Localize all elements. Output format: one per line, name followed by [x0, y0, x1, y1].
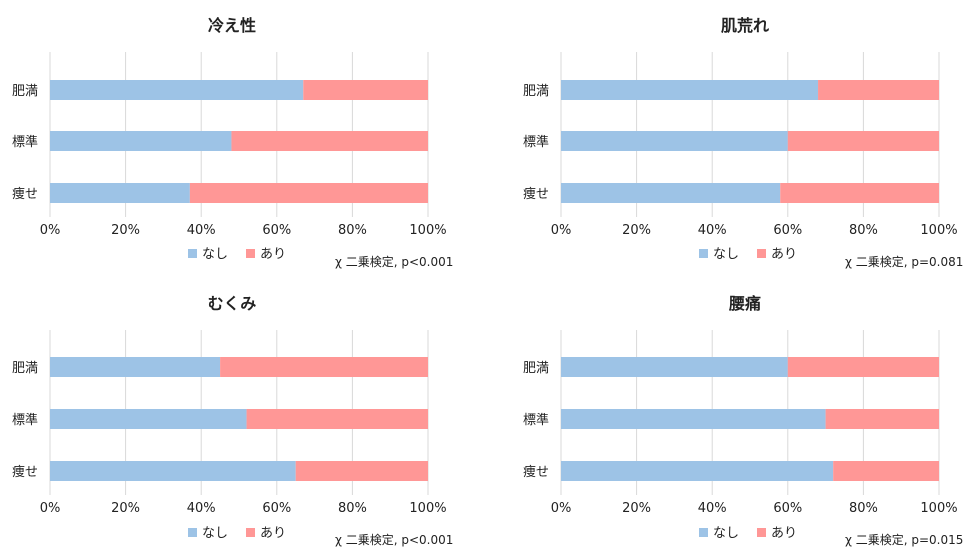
legend-label: あり	[260, 526, 286, 541]
x-tick-label: 40%	[698, 223, 727, 238]
category-label: 標準	[12, 134, 38, 150]
x-tick-label: 100%	[920, 223, 957, 238]
bar-ari	[818, 80, 939, 100]
x-tick-label: 40%	[698, 501, 727, 516]
category-label: 肥満	[523, 84, 549, 99]
x-tick-label: 20%	[111, 501, 140, 516]
legend-label: あり	[771, 526, 797, 541]
bar-ari	[295, 461, 428, 481]
x-tick-label: 0%	[40, 223, 61, 238]
bar-ari	[825, 409, 939, 429]
chart-title: 肌荒れ	[721, 16, 769, 35]
x-tick-label: 20%	[622, 223, 651, 238]
x-tick-label: 80%	[338, 501, 367, 516]
bar-nashi	[561, 80, 819, 100]
bar-ari	[787, 131, 939, 151]
legend-swatch	[757, 249, 766, 258]
x-tick-label: 40%	[187, 223, 216, 238]
bar-nashi	[50, 183, 190, 203]
x-tick-label: 80%	[849, 501, 878, 516]
bar-nashi	[561, 131, 788, 151]
bar-nashi	[50, 80, 304, 100]
bar-ari	[833, 461, 939, 481]
category-label: 肥満	[523, 361, 549, 376]
category-label: 標準	[12, 412, 38, 428]
x-tick-label: 60%	[773, 223, 802, 238]
legend-swatch	[246, 528, 255, 537]
bar-ari	[787, 357, 939, 377]
legend-label: なし	[202, 526, 228, 541]
legend-swatch	[188, 528, 197, 537]
category-label: 肥満	[12, 361, 38, 376]
category-label: 痩せ	[12, 186, 38, 202]
bar-ari	[189, 183, 428, 203]
bar-nashi	[561, 183, 781, 203]
legend-label: あり	[771, 247, 797, 262]
legend-swatch	[188, 249, 197, 258]
category-label: 標準	[523, 412, 549, 428]
bar-ari	[780, 183, 939, 203]
legend-label: なし	[713, 526, 739, 541]
bar-ari	[246, 409, 428, 429]
x-tick-label: 0%	[551, 223, 572, 238]
x-tick-label: 80%	[849, 223, 878, 238]
x-tick-label: 60%	[262, 223, 291, 238]
x-tick-label: 0%	[40, 501, 61, 516]
x-tick-label: 100%	[920, 501, 957, 516]
legend-swatch	[699, 528, 708, 537]
bar-nashi	[50, 131, 232, 151]
bar-nashi	[50, 409, 247, 429]
legend-label: なし	[202, 247, 228, 262]
bar-ari	[303, 80, 428, 100]
category-label: 痩せ	[523, 464, 549, 480]
legend-swatch	[699, 249, 708, 258]
bar-ari	[220, 357, 428, 377]
chart-title: 腰痛	[729, 294, 761, 313]
x-tick-label: 40%	[187, 501, 216, 516]
bar-ari	[231, 131, 428, 151]
bar-nashi	[561, 461, 834, 481]
legend-swatch	[246, 249, 255, 258]
bar-nashi	[561, 357, 788, 377]
significance-note: χ 二乗検定, p<0.001	[335, 254, 453, 269]
significance-note: χ 二乗検定, p=0.015	[845, 532, 963, 547]
chart-title: むくみ	[208, 294, 257, 313]
category-label: 標準	[523, 134, 549, 150]
x-tick-label: 100%	[409, 501, 446, 516]
legend-label: なし	[713, 247, 739, 262]
legend-swatch	[757, 528, 766, 537]
x-tick-label: 60%	[773, 501, 802, 516]
bar-nashi	[561, 409, 826, 429]
x-tick-label: 100%	[409, 223, 446, 238]
x-tick-label: 60%	[262, 501, 291, 516]
category-label: 肥満	[12, 84, 38, 99]
x-tick-label: 0%	[551, 501, 572, 516]
bar-nashi	[50, 357, 221, 377]
significance-note: χ 二乗検定, p=0.081	[845, 254, 963, 269]
category-label: 痩せ	[523, 186, 549, 202]
legend-label: あり	[260, 247, 286, 262]
chart-title: 冷え性	[208, 16, 256, 35]
bar-nashi	[50, 461, 296, 481]
x-tick-label: 20%	[111, 223, 140, 238]
significance-note: χ 二乗検定, p<0.001	[335, 532, 453, 547]
x-tick-label: 20%	[622, 501, 651, 516]
category-label: 痩せ	[12, 464, 38, 480]
x-tick-label: 80%	[338, 223, 367, 238]
